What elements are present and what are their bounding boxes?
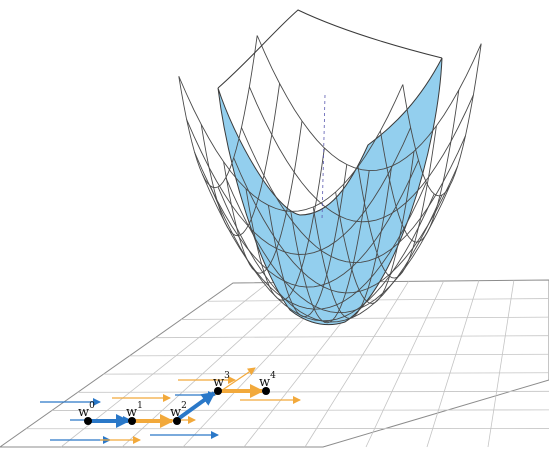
step-arrows: [88, 384, 264, 428]
iterate-points: w0 w1 w2 w3 w4: [78, 371, 276, 425]
mesh-line: [178, 76, 404, 212]
iterate-w4: w4: [259, 371, 276, 395]
surface-axis-dashed: [321, 94, 326, 221]
iterate-base: w: [213, 375, 224, 390]
step-arrow-2-3: [176, 391, 216, 421]
iterate-base: w: [78, 405, 89, 420]
plane-grid-line: [426, 280, 480, 448]
iterate-label: w1: [126, 401, 143, 420]
iterate-base: w: [170, 405, 181, 420]
iterate-label: w2: [170, 401, 187, 420]
surface-mesh: [178, 35, 482, 324]
iterate-dot: [84, 417, 92, 425]
iterate-label: w3: [213, 371, 230, 390]
plane-grid-line: [181, 316, 549, 320]
iterate-sup: 2: [181, 401, 187, 411]
mesh-line: [194, 151, 419, 288]
iterate-sup: 3: [224, 371, 230, 381]
plane-grid-line: [77, 390, 549, 393]
iterate-sup: 1: [137, 401, 143, 411]
plane-grid-line: [103, 372, 549, 375]
iterate-w0: w0: [78, 401, 95, 425]
iterate-label: w0: [78, 401, 95, 420]
mesh-line: [217, 186, 443, 323]
iterate-base: w: [126, 405, 137, 420]
plane-outline: [0, 279, 549, 448]
iterate-label: w4: [259, 371, 276, 390]
iterate-w2: w2: [170, 401, 187, 425]
surface-back-edge: [217, 9, 443, 89]
iterate-w1: w1: [126, 401, 143, 425]
plane-grid: [25, 280, 549, 448]
mesh-line: [201, 173, 427, 310]
plane-grid-line: [51, 409, 549, 411]
mesh-line: [225, 177, 451, 314]
iterate-dot: [173, 417, 181, 425]
iterate-dot: [214, 387, 222, 395]
ground-plane: [0, 279, 549, 448]
plane-grid-line: [487, 280, 515, 448]
mesh-line: [233, 157, 459, 294]
mesh-line: [256, 35, 482, 172]
plane-grid-line: [304, 281, 409, 448]
plane-grid-line: [155, 335, 549, 339]
iterate-dot: [262, 387, 270, 395]
mesh-line: [186, 119, 412, 255]
paraboloid-surface: [178, 9, 482, 326]
iterate-base: w: [259, 375, 270, 390]
iterate-w3: w3: [213, 371, 230, 395]
iterate-sup: 4: [270, 371, 276, 381]
mesh-line: [248, 86, 474, 223]
iterate-dot: [128, 417, 136, 425]
plane-grid-line: [129, 353, 549, 357]
plane-grid-line: [365, 280, 445, 448]
iterate-sup: 0: [89, 401, 95, 411]
